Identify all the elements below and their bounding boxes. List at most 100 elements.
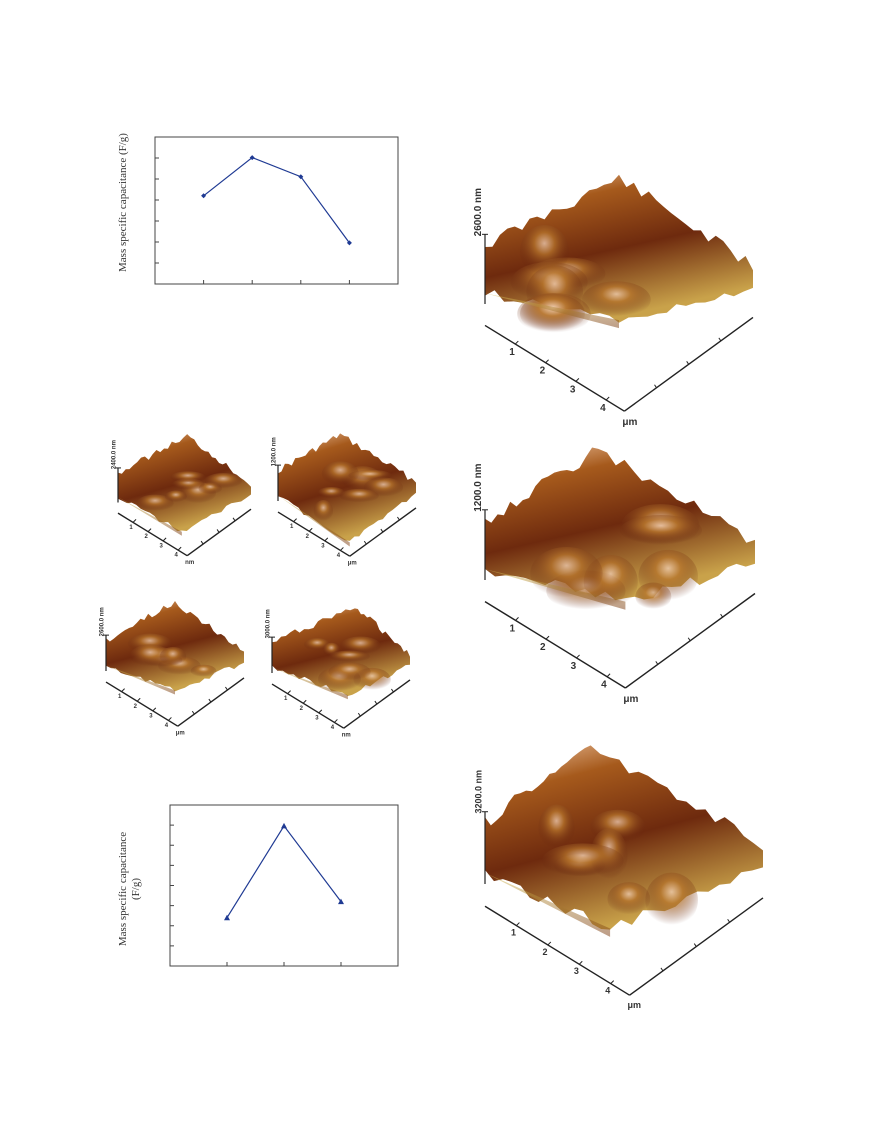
x-tick-label: 4 — [331, 725, 335, 731]
y-tick — [718, 337, 722, 342]
z-height-label: 2600.0 nm — [100, 607, 106, 636]
y-tick — [391, 688, 394, 693]
x-axis — [117, 512, 188, 557]
z-height-label: 1200.0 nm — [473, 463, 484, 511]
x-tick-label: 1 — [284, 696, 288, 702]
x-tick — [610, 980, 615, 984]
x-tick — [152, 707, 157, 712]
x-tick — [318, 709, 323, 714]
surface-bump — [317, 486, 345, 499]
y-tick — [687, 637, 691, 642]
surface-bump — [520, 224, 569, 278]
y-tick — [655, 661, 659, 665]
x-tick-label: 2 — [134, 704, 138, 710]
x-tick-label: 1 — [511, 927, 516, 937]
x-tick-label: 2 — [542, 947, 547, 957]
x-tick — [340, 547, 344, 551]
y-tick — [225, 686, 228, 691]
x-tick — [308, 527, 313, 532]
surface-bump — [645, 872, 698, 928]
afm-bottom-right: 1 2 3 4 μm 3200.0 nm — [473, 745, 764, 1010]
z-height-label: 3200.0 nm — [473, 770, 483, 814]
front-face — [485, 872, 611, 937]
surface-bump — [339, 488, 379, 503]
x-tick — [287, 690, 291, 694]
y-tick — [208, 698, 212, 703]
x-tick-label: 1 — [509, 347, 515, 358]
afm-small-c: 1 2 3 4 μm 2600.0 nm — [100, 600, 245, 737]
surface-bump — [159, 646, 187, 667]
x-tick — [545, 359, 549, 364]
front-face — [118, 497, 182, 536]
x-tick — [293, 518, 297, 522]
surface-bump — [313, 500, 334, 522]
x-tick-label: 1 — [129, 525, 133, 531]
x-axis — [484, 905, 630, 996]
surface-bump — [541, 843, 624, 878]
unit-label: nm — [185, 560, 194, 566]
x-tick — [177, 546, 182, 551]
surface-bump — [607, 882, 651, 916]
afm-small-a: 1 2 3 4 nm 2400.0 nm — [112, 434, 252, 566]
x-tick-label: 3 — [149, 713, 153, 719]
y-tick — [397, 516, 400, 521]
x-tick — [324, 537, 329, 542]
afm-mid-right: 1 2 3 4 μm 1200.0 nm — [473, 447, 756, 705]
z-height-label: 2600.0 nm — [473, 188, 484, 236]
y-tick — [654, 384, 657, 389]
surface-bump — [348, 469, 393, 482]
surface-bump — [164, 490, 187, 503]
x-tick-label: 4 — [600, 403, 606, 414]
y-tick — [363, 540, 367, 545]
surface-bump — [582, 281, 651, 318]
y-tick — [660, 967, 664, 972]
x-tick — [578, 960, 583, 965]
x-tick — [545, 635, 550, 640]
x-tick — [516, 922, 520, 926]
x-tick-label: 2 — [144, 534, 148, 540]
y-tick — [232, 517, 236, 522]
surface-bump — [190, 664, 217, 678]
front-face — [272, 667, 348, 700]
x-axis — [271, 683, 345, 729]
unit-label: μm — [623, 694, 638, 705]
afm-small-d: 1 2 3 4 nm 3000.0 nm — [266, 608, 411, 739]
surface-bump — [638, 549, 698, 603]
front-face — [485, 293, 619, 329]
surface-bump — [538, 804, 575, 851]
y-axis — [629, 897, 764, 996]
x-tick-label: 3 — [570, 384, 576, 395]
surface-bump — [328, 662, 371, 682]
x-tick-label: 2 — [300, 706, 304, 712]
surface-bump — [340, 636, 381, 656]
y-tick — [693, 943, 697, 947]
surface-bump — [321, 461, 359, 487]
y-tick — [357, 712, 361, 717]
y-tick — [216, 529, 220, 533]
x-tick — [606, 673, 611, 678]
x-tick — [136, 697, 141, 702]
x-tick — [515, 617, 519, 621]
afm-small-b: 1 2 3 4 μm 1200.0 nm — [272, 433, 417, 567]
x-tick — [132, 519, 137, 523]
x-tick-label: 1 — [290, 524, 294, 530]
x-tick — [575, 378, 580, 382]
z-height-label: 2400.0 nm — [112, 440, 118, 469]
x-tick-label: 4 — [605, 985, 610, 995]
unit-label: μm — [628, 1000, 642, 1010]
x-tick — [302, 699, 307, 704]
x-tick-label: 1 — [510, 623, 516, 634]
y-tick — [686, 361, 690, 365]
y-tick — [191, 710, 195, 715]
x-tick — [605, 396, 610, 401]
surface-bump — [170, 471, 206, 484]
unit-label: nm — [342, 733, 351, 739]
x-tick-label: 4 — [165, 723, 169, 729]
unit-label: μm — [622, 417, 637, 428]
x-tick-label: 3 — [315, 715, 319, 721]
x-tick-label: 3 — [321, 543, 325, 549]
unit-label: μm — [348, 561, 357, 567]
x-tick-label: 3 — [574, 966, 579, 976]
x-tick-label: 1 — [118, 694, 122, 700]
